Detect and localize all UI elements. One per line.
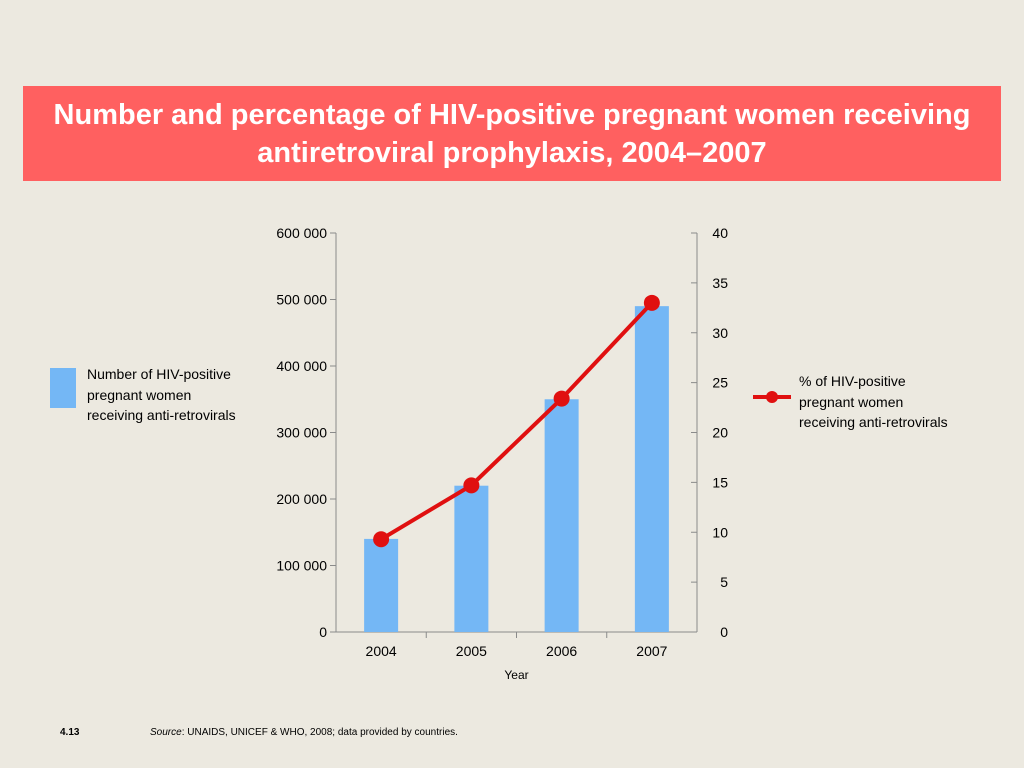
x-axis-tick-label: 2004 — [366, 643, 397, 659]
source-note: Source: UNAIDS, UNICEF & WHO, 2008; data… — [150, 727, 458, 738]
chart-line-series — [373, 294, 660, 548]
right-axis-tick-label: 20 — [712, 425, 728, 441]
x-axis-tick-label: 2007 — [636, 643, 667, 659]
right-axis-tick-label: 15 — [712, 474, 728, 490]
left-axis-tick-label: 200 000 — [276, 491, 327, 507]
left-axis-tick-label: 400 000 — [276, 358, 327, 374]
legend-line-label-line: receiving anti-retrovirals — [799, 414, 948, 430]
title-banner: Number and percentage of HIV-positive pr… — [23, 86, 1001, 181]
left-axis-tick-label: 500 000 — [276, 292, 327, 308]
bar — [634, 306, 669, 632]
x-axis-title: Year — [504, 668, 528, 682]
slide-number: 4.13 — [60, 727, 80, 738]
bar — [544, 399, 579, 632]
chart-labels: 0 100 000 200 000 300 000 400 000 500 000 600 … — [276, 225, 728, 682]
left-axis-tick-label: 100 000 — [276, 558, 327, 574]
legend-bar-swatch — [50, 368, 76, 408]
chart-bars — [364, 306, 669, 632]
x-axis-tick-label: 2005 — [456, 643, 487, 659]
bar — [364, 538, 399, 632]
right-axis-tick-label: 5 — [720, 574, 728, 590]
source-text: : UNAIDS, UNICEF & WHO, 2008; data provi… — [181, 727, 458, 738]
line-point — [553, 390, 570, 407]
line-point — [373, 531, 390, 548]
line-series-path — [380, 301, 654, 541]
legend-bar-label-line: Number of HIV-positive — [87, 366, 231, 382]
left-axis-tick-label: 0 — [319, 624, 327, 640]
line-point — [463, 477, 480, 494]
legend-line-label: % of HIV-positive pregnant women receivi… — [799, 371, 1019, 433]
legend-line-label-line: % of HIV-positive — [799, 373, 906, 389]
right-axis-tick-label: 30 — [712, 325, 728, 341]
title-line-2: antiretroviral prophylaxis, 2004–2007 — [257, 136, 767, 169]
title-line-1: Number and percentage of HIV-positive pr… — [53, 98, 971, 131]
legend-bar-label-line: pregnant women — [87, 386, 192, 403]
left-axis-tick-label: 300 000 — [276, 425, 327, 441]
right-axis-tick-label: 0 — [720, 624, 728, 640]
right-axis-tick-label: 25 — [712, 375, 728, 391]
bar — [454, 485, 489, 632]
line-point — [643, 294, 660, 311]
right-axis-tick-label: 40 — [712, 225, 728, 241]
legend-line-label-line: pregnant women — [799, 393, 904, 410]
right-axis-tick-label: 35 — [712, 275, 728, 291]
left-axis-tick-label: 600 000 — [276, 225, 327, 241]
source-label: Source — [150, 727, 182, 738]
legend-line-swatch — [753, 391, 791, 403]
legend-bar-label-line: receiving anti-retrovirals — [87, 407, 236, 423]
legend-bar-label: Number of HIV-positive pregnant women re… — [87, 364, 307, 426]
x-axis-tick-label: 2006 — [546, 643, 577, 659]
right-axis-tick-label: 10 — [712, 524, 728, 540]
